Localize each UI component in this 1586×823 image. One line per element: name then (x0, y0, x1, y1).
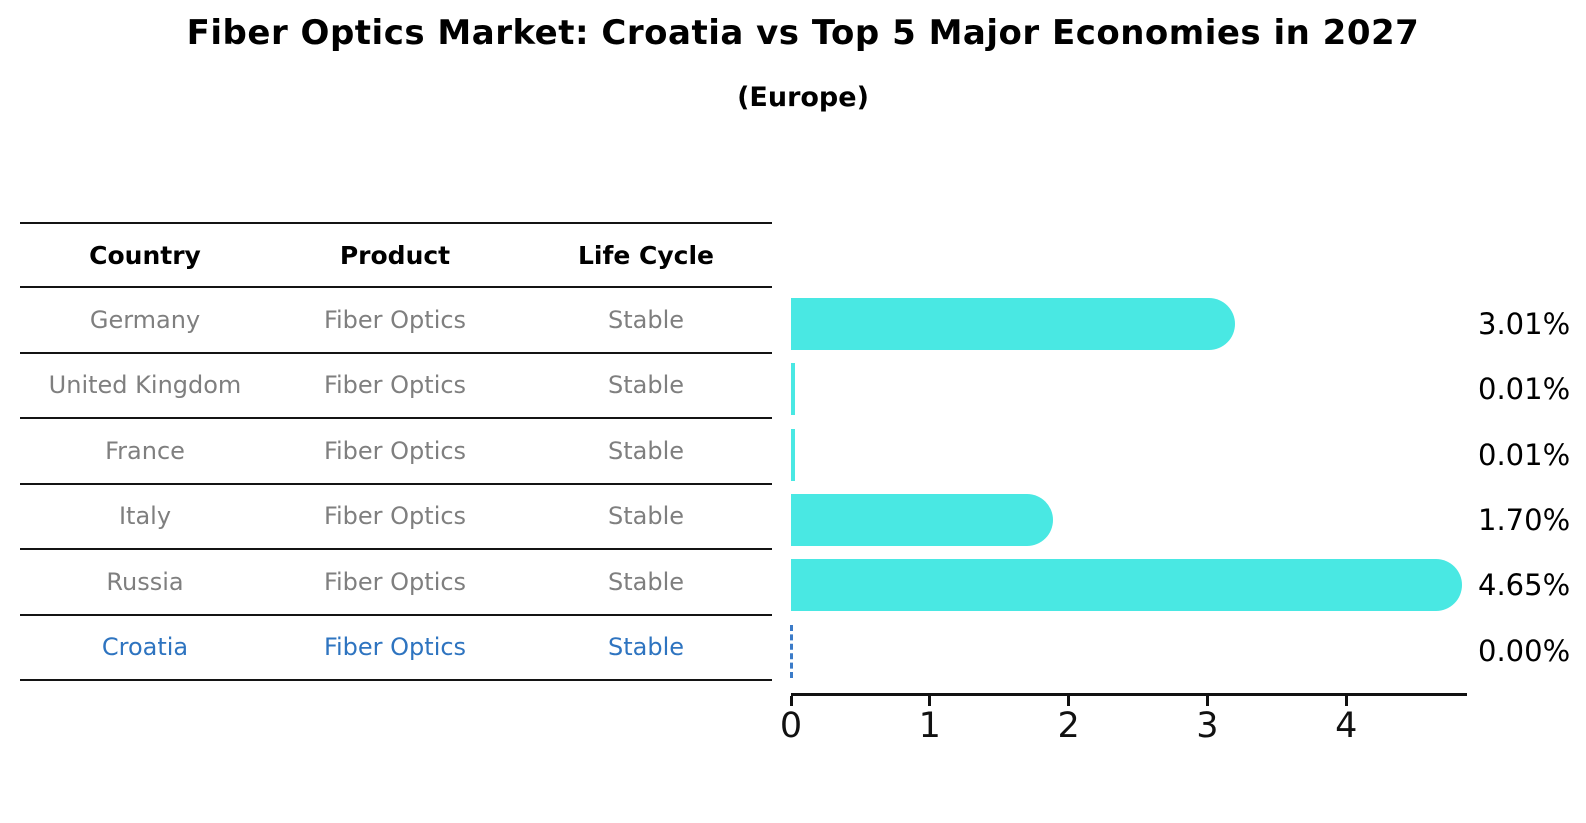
row-life-cycle: Stable (607, 502, 685, 531)
x-axis-tick (789, 696, 793, 706)
x-axis-tick-label: 3 (1196, 706, 1219, 746)
row-life-cycle: Stable (607, 567, 685, 596)
header-life-cycle: Life Cycle (577, 240, 715, 270)
row-life-cycle: Stable (607, 371, 685, 400)
row-country: France (105, 436, 185, 465)
row-country: Croatia (101, 633, 189, 662)
table-row: Italy Fiber Optics Stable (20, 485, 772, 550)
bar-france (791, 429, 795, 481)
row-product: Fiber Optics (323, 502, 467, 531)
x-axis-tick-label: 2 (1057, 706, 1080, 746)
row-product: Fiber Optics (323, 371, 467, 400)
value-label-russia: 4.65% (1478, 568, 1571, 602)
chart-subtitle: (Europe) (737, 82, 869, 113)
row-country: United Kingdom (48, 371, 242, 400)
row-country: Russia (106, 567, 184, 596)
table-header-row: Country Product Life Cycle (20, 222, 772, 288)
row-product: Fiber Optics (323, 305, 467, 334)
x-axis-line (791, 693, 1467, 696)
x-axis-tick (1344, 696, 1348, 706)
header-product: Product (339, 240, 451, 270)
value-label-italy: 1.70% (1478, 503, 1571, 537)
row-product: Fiber Optics (323, 633, 467, 662)
header-country: Country (89, 240, 201, 270)
x-axis-tick (928, 696, 932, 706)
x-axis-tick (1067, 696, 1071, 706)
bar-italy (791, 494, 1053, 546)
row-product: Fiber Optics (323, 436, 467, 465)
row-country: Germany (89, 305, 201, 334)
value-label-france: 0.01% (1478, 438, 1571, 472)
table-row-croatia-highlighted: Croatia Fiber Optics Stable (20, 616, 772, 681)
table-row: Russia Fiber Optics Stable (20, 550, 772, 616)
x-axis-tick-label: 0 (779, 706, 803, 746)
value-label-germany: 3.01% (1478, 307, 1571, 341)
value-label-croatia: 0.00% (1478, 634, 1571, 668)
x-axis-tick-label: 4 (1335, 706, 1358, 746)
row-life-cycle: Stable (607, 633, 685, 662)
table-row: France Fiber Optics Stable (20, 419, 772, 485)
row-country: Italy (118, 502, 172, 531)
country-table: Country Product Life Cycle Germany Fiber… (20, 222, 772, 681)
bar-united-kingdom (791, 363, 795, 415)
bar-russia (791, 559, 1463, 611)
x-axis-tick-label: 1 (918, 706, 941, 746)
row-life-cycle: Stable (607, 305, 685, 334)
table-row: Germany Fiber Optics Stable (20, 288, 772, 354)
value-label-united-kingdom: 0.01% (1478, 372, 1571, 406)
row-life-cycle: Stable (607, 436, 685, 465)
chart-title: Fiber Optics Market: Croatia vs Top 5 Ma… (186, 13, 1420, 53)
croatia-zero-dashed-marker (790, 625, 793, 678)
bar-germany (791, 298, 1235, 350)
row-product: Fiber Optics (323, 567, 467, 596)
x-axis-tick (1205, 696, 1209, 706)
table-row: United Kingdom Fiber Optics Stable (20, 354, 772, 419)
